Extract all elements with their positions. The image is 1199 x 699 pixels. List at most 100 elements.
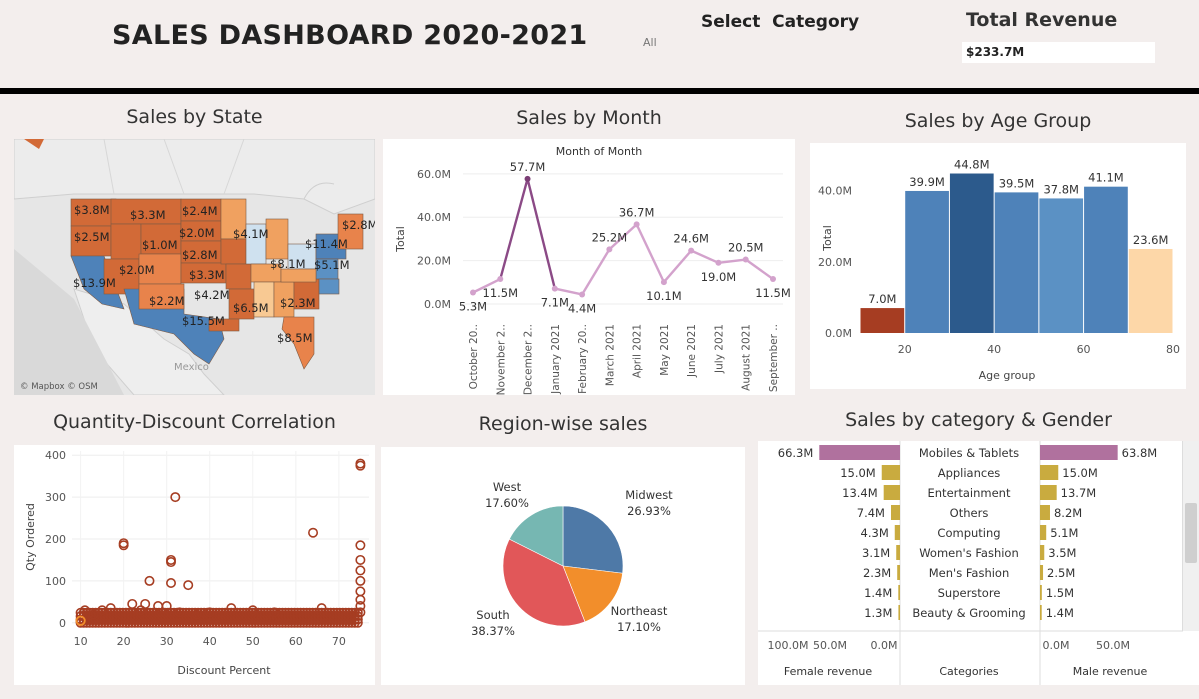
male-data-label: 63.8M	[1122, 446, 1158, 460]
female-bar	[881, 465, 900, 480]
map-label: $1.0M	[142, 238, 178, 252]
scrollbar-thumb[interactable]	[1185, 503, 1197, 563]
month-point	[551, 285, 558, 292]
category-label: Others	[950, 506, 989, 520]
scatter-point	[355, 565, 366, 576]
sales-by-month-panel: Month of Month Total 0.0M 20.0M 40.0M 60.0M…	[383, 139, 795, 395]
sales-by-month-title: Sales by Month	[516, 107, 662, 129]
month-line-chart[interactable]: Month of Month Total 0.0M 20.0M 40.0M 60.0M…	[383, 139, 795, 395]
scatter-point	[247, 605, 258, 616]
age-x-axis-label: Age group	[979, 369, 1036, 382]
sales-by-age-title: Sales by Age Group	[904, 110, 1092, 132]
female-bar	[898, 605, 900, 620]
female-data-label: 3.1M	[862, 546, 890, 560]
month-line-segment	[526, 178, 556, 289]
month-point	[688, 247, 695, 254]
scatter-point	[105, 603, 116, 614]
map-place-label: Mexico	[174, 362, 209, 373]
category-label: Women's Fashion	[919, 546, 1019, 560]
map-label: $5.1M	[314, 258, 350, 272]
category-scrollbar[interactable]	[1182, 441, 1199, 631]
scatter-point	[161, 601, 172, 612]
month-data-label: 36.7M	[619, 205, 655, 219]
map-credit: © Mapbox © OSM	[20, 382, 98, 392]
male-data-label: 15.0M	[1062, 466, 1098, 480]
month-data-label: 24.6M	[673, 232, 709, 246]
sales-by-state-map[interactable]: $3.8M $3.3M $2.4M $2.5M $2.0M $1.0M $4.1…	[14, 139, 375, 395]
male-axis-label: Male revenue	[1073, 665, 1148, 678]
age-bar	[1128, 248, 1173, 333]
category-gender-chart[interactable]: 66.3M Mobiles & Tablets 63.8M 15.0M Applianc…	[758, 441, 1199, 685]
map-label: $11.4M	[305, 237, 348, 251]
month-line-segment	[608, 223, 638, 251]
age-bar-chart[interactable]: Total Age group 0.0M 20.0M 40.0M 7.0M 39.9M 4…	[810, 143, 1186, 389]
scatter-point	[166, 578, 177, 589]
month-data-label: 5.3M	[459, 300, 487, 314]
scatter-point	[316, 603, 327, 614]
scatter-chart[interactable]: Qty Ordered Discount Percent 0 100 200 300 4…	[14, 445, 375, 685]
month-line-segment	[635, 223, 665, 283]
male-axis-tick: 50.0M	[1096, 639, 1130, 652]
month-x-tick: April 2021	[632, 324, 644, 378]
month-x-tick: November 2..	[495, 324, 507, 395]
map-label: $2.4M	[182, 204, 218, 218]
header-divider	[0, 88, 1199, 94]
scatter-point	[174, 607, 185, 618]
month-y-tick: 20.0M	[417, 255, 451, 268]
female-axis-tick: 50.0M	[813, 639, 847, 652]
month-line-segment	[581, 248, 611, 296]
scatter-x-tick: 70	[332, 635, 346, 648]
scatter-point	[204, 607, 215, 618]
category-gender-title: Sales by category & Gender	[845, 409, 1112, 431]
scatter-point	[355, 601, 366, 612]
scatter-point	[226, 603, 237, 614]
pie-category-label: West	[493, 480, 522, 494]
scatter-point	[144, 575, 155, 586]
age-data-label: 44.8M	[954, 158, 990, 172]
scatter-point	[355, 540, 366, 551]
month-point	[715, 259, 722, 266]
age-x-tick: 40	[987, 343, 1001, 356]
map-label: $8.5M	[277, 331, 313, 345]
scatter-point	[88, 609, 99, 620]
map-label: $2.5M	[74, 230, 110, 244]
month-line-segment	[745, 258, 774, 281]
scatter-y-tick: 200	[45, 533, 66, 546]
map-label: $2.8M	[342, 218, 375, 232]
scatter-x-tick: 20	[117, 635, 131, 648]
age-y-tick: 0.0M	[825, 327, 852, 340]
scatter-x-tick: 10	[74, 635, 88, 648]
month-line-segment	[472, 277, 501, 294]
month-line-segment	[554, 287, 583, 296]
scatter-point	[269, 607, 280, 618]
age-data-label: 39.5M	[999, 176, 1035, 190]
female-data-label: 4.3M	[861, 526, 889, 540]
region-pie-chart[interactable]: Midwest 26.93% Northeast 17.10% South 38.37% W…	[381, 447, 745, 685]
scatter-y-axis-label: Qty Ordered	[24, 503, 37, 571]
female-data-label: 1.3M	[864, 606, 892, 620]
male-data-label: 8.2M	[1054, 506, 1082, 520]
month-y-tick: 40.0M	[417, 211, 451, 224]
month-point	[742, 256, 749, 263]
map-label: $4.1M	[233, 227, 269, 241]
scatter-point	[170, 492, 181, 503]
female-data-label: 66.3M	[778, 446, 814, 460]
male-data-label: 3.5M	[1048, 546, 1076, 560]
age-data-label: 23.6M	[1133, 233, 1169, 247]
map-label: $2.8M	[182, 248, 218, 262]
map-label: $2.0M	[119, 263, 155, 277]
female-data-label: 15.0M	[840, 466, 876, 480]
age-bar	[1084, 186, 1128, 333]
category-filter-value[interactable]: All	[643, 36, 657, 49]
month-line-segment	[499, 178, 529, 280]
map-label: $4.2M	[194, 288, 230, 302]
category-label: Entertainment	[928, 486, 1011, 500]
month-y-tick: 0.0M	[424, 298, 451, 311]
month-point	[770, 276, 776, 283]
category-gender-panel: 66.3M Mobiles & Tablets 63.8M 15.0M Applianc…	[758, 441, 1199, 685]
pie-category-label: Northeast	[611, 604, 668, 618]
scatter-point	[183, 580, 194, 591]
month-data-label: 11.5M	[755, 286, 791, 300]
pie-slice	[508, 505, 564, 567]
pie-category-label: Midwest	[625, 488, 673, 502]
